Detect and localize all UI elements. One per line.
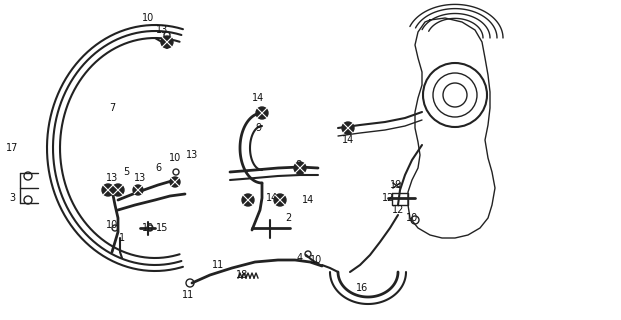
Text: 11: 11 [182,290,194,300]
Circle shape [294,162,306,174]
Text: 17: 17 [6,143,18,153]
Circle shape [112,184,124,196]
Circle shape [256,107,268,119]
Text: 9: 9 [255,123,261,133]
Text: 14: 14 [302,195,314,205]
Text: 1: 1 [119,233,125,243]
Text: 15: 15 [156,223,168,233]
Text: 5: 5 [123,167,129,177]
Text: 6: 6 [155,163,161,173]
Text: 19: 19 [390,180,402,190]
Text: 2: 2 [285,213,291,223]
Circle shape [274,194,286,206]
Circle shape [161,36,173,48]
Text: 18: 18 [236,270,248,280]
Text: 11: 11 [212,260,224,270]
Circle shape [170,177,180,187]
Text: 10: 10 [106,220,118,230]
Text: 7: 7 [109,103,115,113]
Text: 14: 14 [342,135,354,145]
Text: 8: 8 [295,160,301,170]
Text: 4: 4 [297,253,303,263]
Text: 10: 10 [142,223,154,233]
Text: 13: 13 [156,25,168,35]
Circle shape [133,185,143,195]
Circle shape [102,184,114,196]
Circle shape [242,194,254,206]
Text: 3: 3 [9,193,15,203]
Text: 14: 14 [266,193,278,203]
Text: 13: 13 [134,173,146,183]
Text: 14: 14 [252,93,264,103]
Text: 12: 12 [392,205,404,215]
Text: 10: 10 [406,213,418,223]
Text: 16: 16 [356,283,368,293]
Circle shape [342,122,354,134]
Text: 10: 10 [142,13,154,23]
Text: 12: 12 [382,193,394,203]
Text: 10: 10 [169,153,181,163]
Text: 13: 13 [186,150,198,160]
Text: 13: 13 [106,173,118,183]
Text: 10: 10 [310,255,322,265]
